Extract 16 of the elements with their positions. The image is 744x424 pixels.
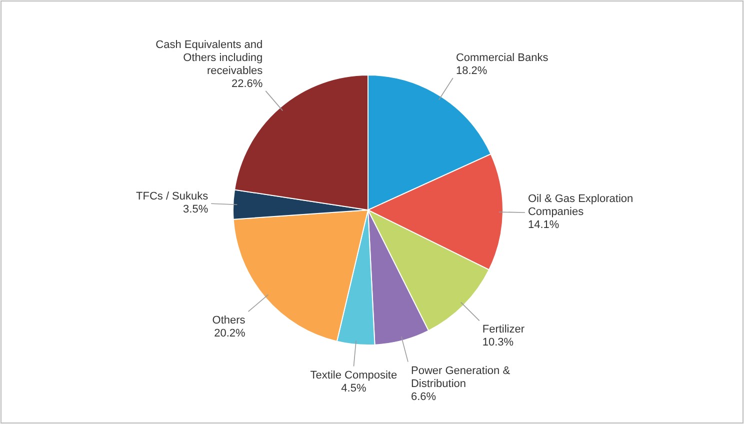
slice-label: Others <box>212 314 246 327</box>
slice-label: Fertilizer <box>482 324 525 336</box>
data-label: 14.1% <box>528 218 560 231</box>
slice-label: Power Generation & Distribution <box>411 364 511 390</box>
slice-label: Commercial Banks <box>456 52 549 64</box>
data-label: 6.6% <box>411 390 436 403</box>
data-label: 4.5% <box>341 382 366 394</box>
data-label: 10.3% <box>482 336 514 349</box>
data-label: 18.2% <box>456 64 488 77</box>
data-label: 22.6% <box>231 78 263 90</box>
data-label: 20.2% <box>214 328 246 340</box>
data-label: 3.5% <box>183 204 208 216</box>
slice-label: Textile Composite <box>310 369 398 382</box>
slice-label: Cash Equivalents and Others including receivables <box>156 38 264 77</box>
slice-label: TFCs / Sukuks <box>136 190 209 203</box>
slice-label: Oil & Gas Exploration Companies <box>528 192 634 218</box>
